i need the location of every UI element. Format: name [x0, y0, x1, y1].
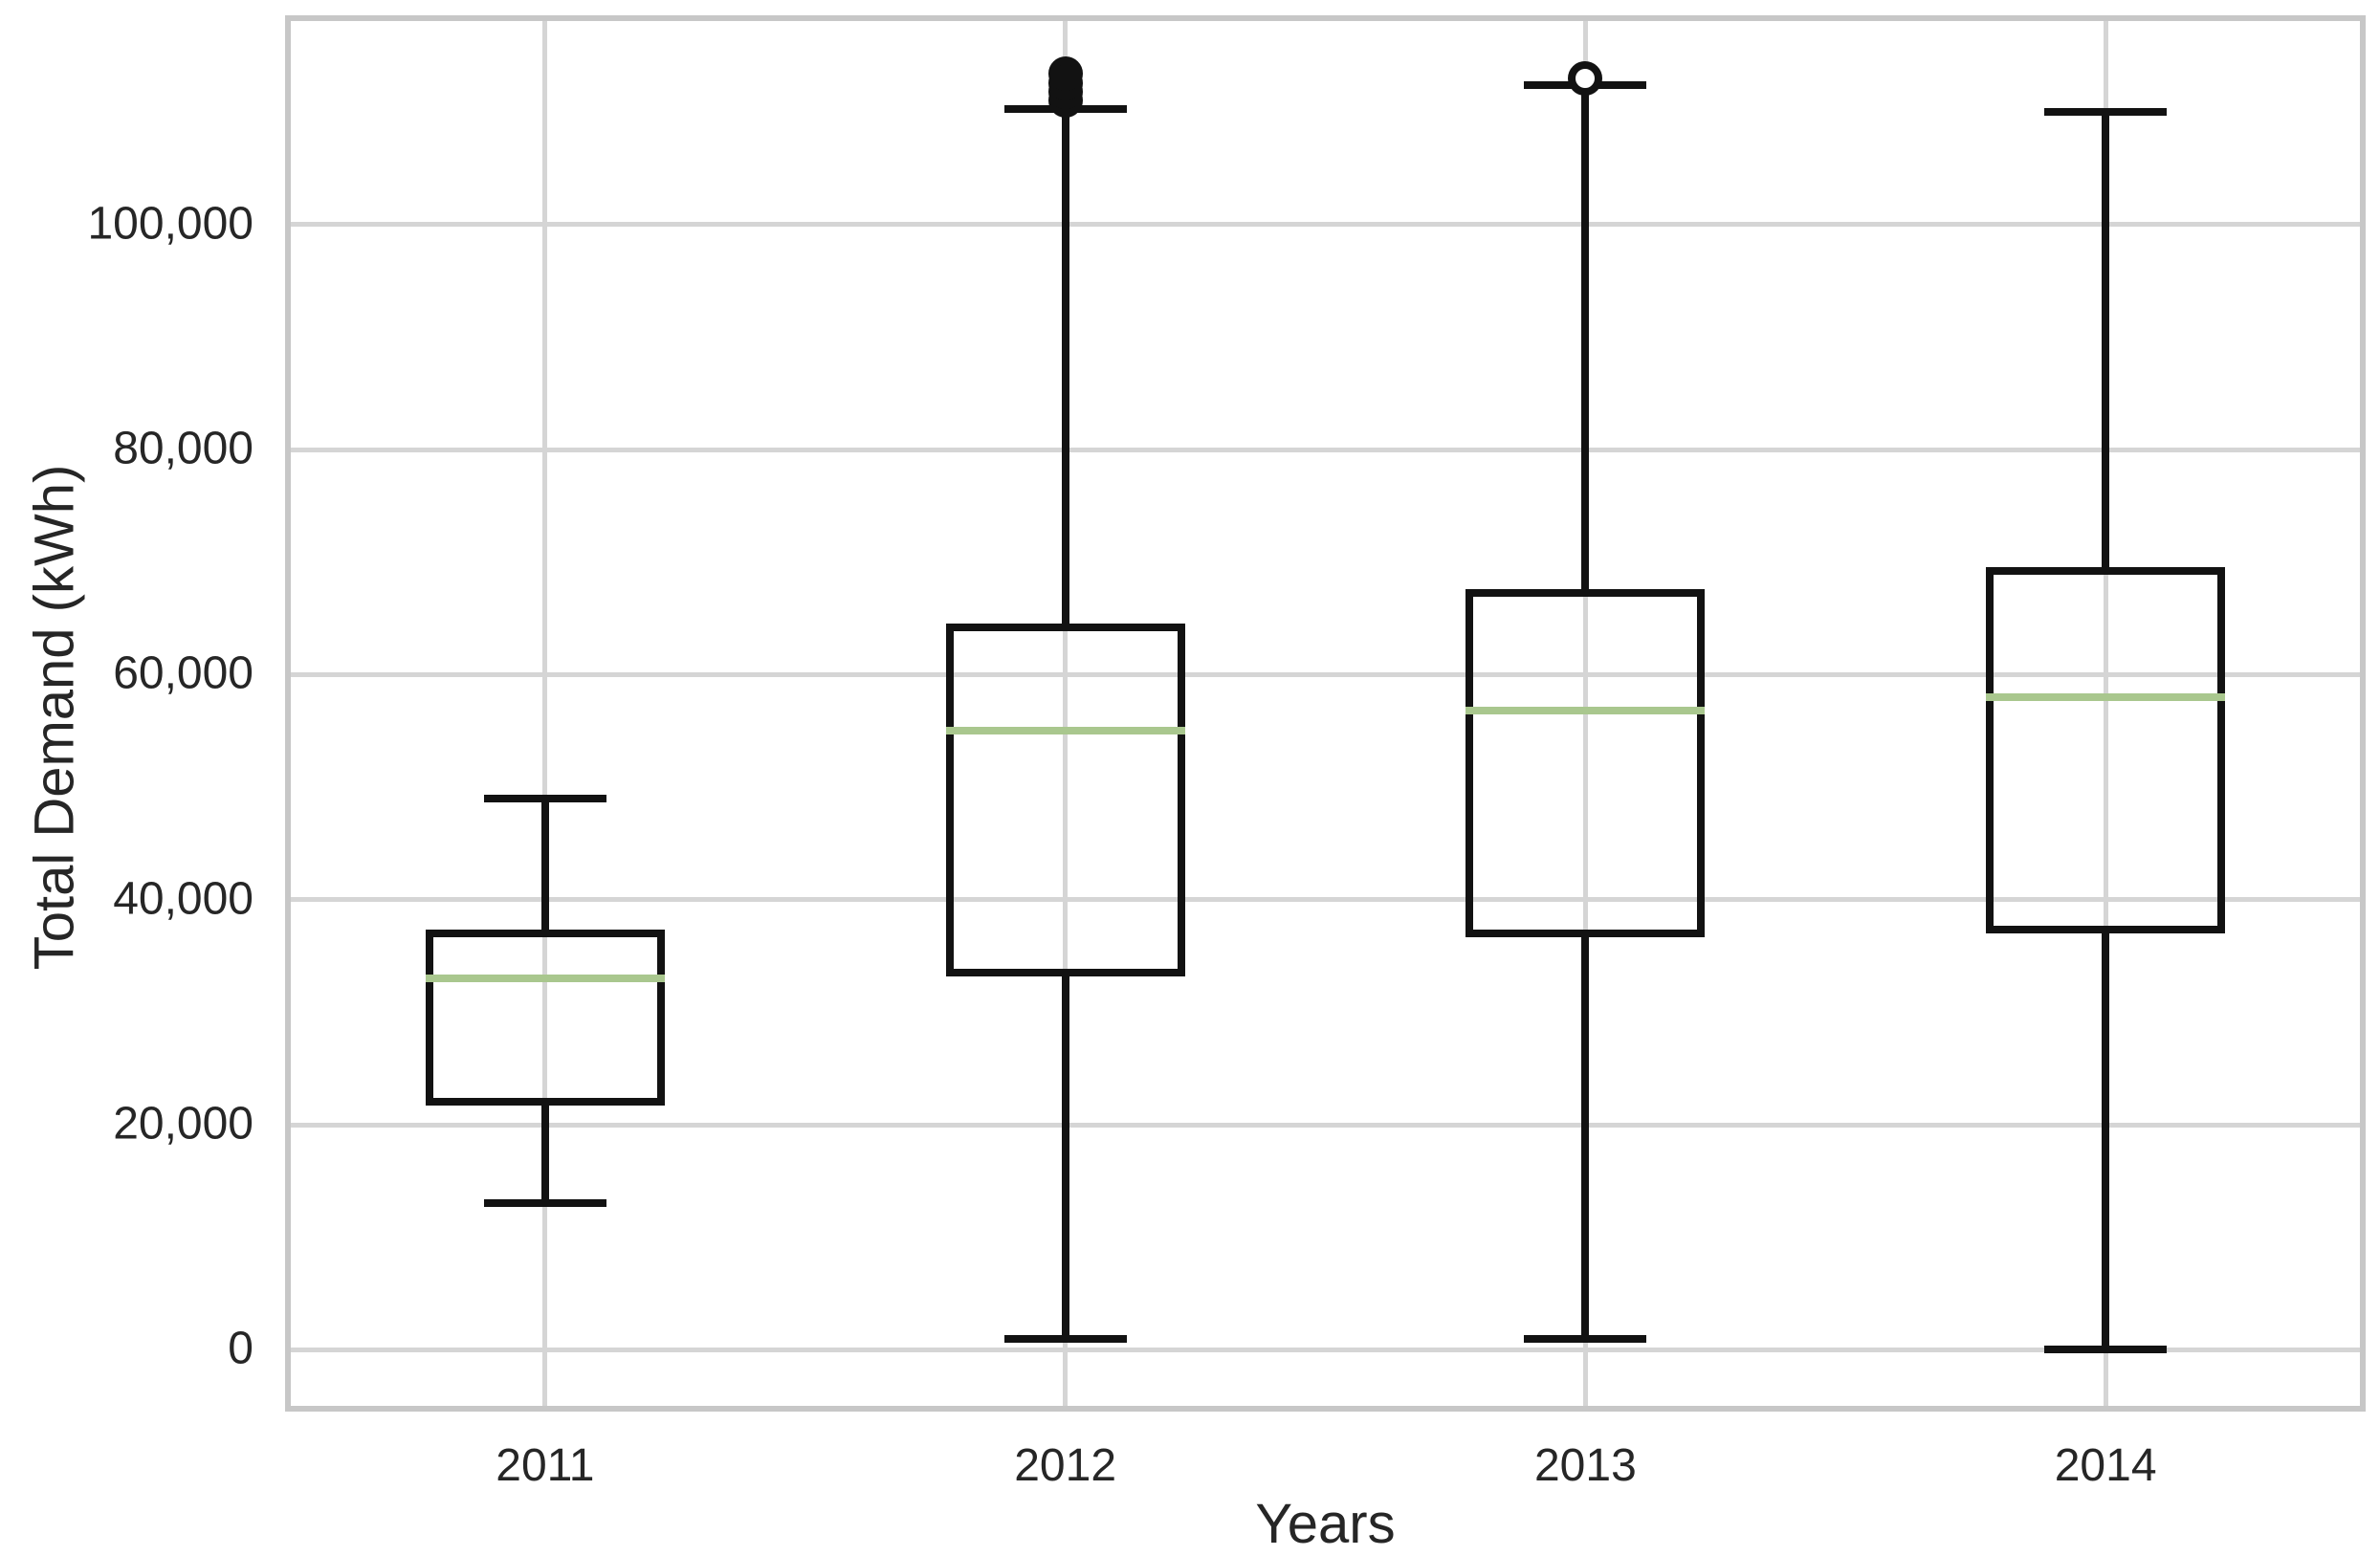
upper-whisker-2012 — [1061, 108, 1069, 627]
x-tick-label-2012: 2012 — [1014, 1440, 1117, 1491]
upper-whisker-cap-2014 — [2044, 108, 2168, 117]
iqr-box-2012 — [945, 624, 1185, 977]
v-gridline-2011 — [542, 15, 548, 1412]
y-tick-label-100000: 100,000 — [87, 198, 253, 250]
median-line-2013 — [1465, 707, 1706, 715]
upper-whisker-2013 — [1581, 84, 1590, 593]
y-tick-label-40000: 40,000 — [113, 873, 253, 925]
y-tick-label-0: 0 — [228, 1323, 253, 1374]
upper-whisker-2011 — [540, 798, 549, 933]
y-axis-title: Total Demand (kWh) — [23, 464, 86, 971]
lower-whisker-2011 — [540, 1102, 549, 1204]
iqr-box-2013 — [1465, 588, 1706, 937]
h-gridline-80000 — [285, 447, 2366, 452]
x-tick-label-2013: 2013 — [1533, 1440, 1637, 1491]
iqr-box-2011 — [425, 930, 665, 1107]
lower-whisker-2013 — [1581, 933, 1590, 1339]
lower-whisker-cap-2011 — [483, 1199, 606, 1208]
lower-whisker-cap-2013 — [1524, 1334, 1647, 1343]
y-tick-label-80000: 80,000 — [113, 423, 253, 474]
iqr-box-2014 — [1986, 567, 2226, 934]
v-gridline-2014 — [2103, 15, 2108, 1412]
y-tick-label-20000: 20,000 — [113, 1098, 253, 1150]
lower-whisker-cap-2014 — [2044, 1346, 2168, 1354]
x-tick-label-2011: 2011 — [496, 1440, 595, 1491]
lower-whisker-cap-2012 — [1003, 1334, 1127, 1343]
outlier-2013-0 — [1568, 60, 1603, 96]
plot-frame — [285, 15, 2366, 1412]
upper-whisker-2014 — [2102, 112, 2110, 572]
h-gridline-0 — [285, 1347, 2366, 1352]
y-tick-label-60000: 60,000 — [113, 647, 253, 699]
x-tick-label-2014: 2014 — [2054, 1440, 2157, 1491]
lower-whisker-2014 — [2102, 930, 2110, 1350]
median-line-2012 — [945, 727, 1185, 735]
x-axis-title: Years — [1255, 1493, 1396, 1555]
upper-whisker-cap-2011 — [483, 794, 606, 802]
lower-whisker-2012 — [1061, 973, 1069, 1339]
outlier-2012-3 — [1047, 56, 1083, 92]
h-gridline-60000 — [285, 671, 2366, 677]
median-line-2011 — [425, 975, 665, 983]
v-gridline-2012 — [1063, 15, 1069, 1412]
median-line-2014 — [1986, 692, 2226, 701]
h-gridline-100000 — [285, 222, 2366, 228]
h-gridline-40000 — [285, 897, 2366, 903]
h-gridline-20000 — [285, 1122, 2366, 1128]
